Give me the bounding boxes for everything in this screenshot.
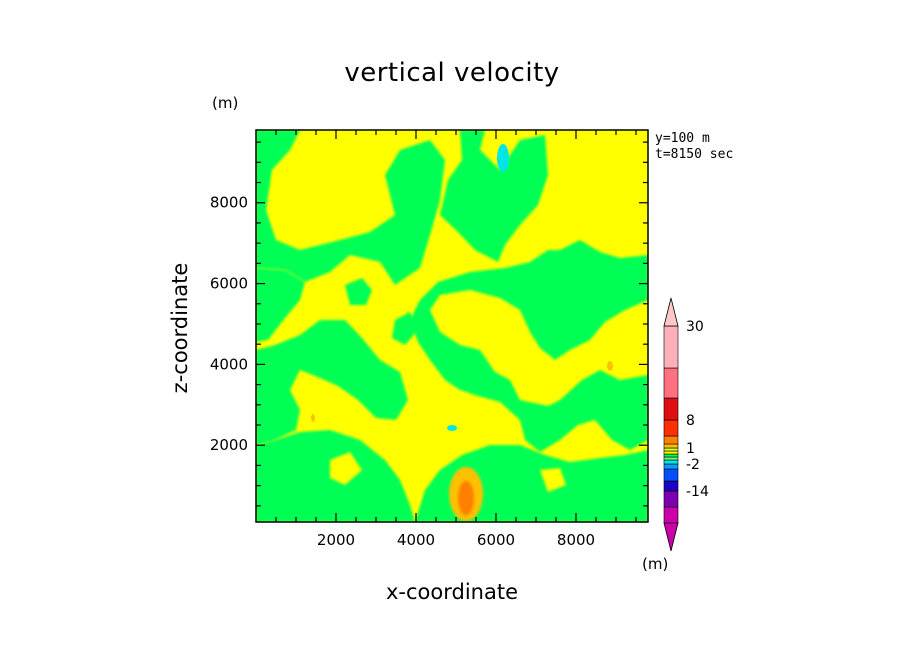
orange-speck-left	[311, 414, 315, 422]
colorbar-label: 1	[686, 441, 695, 457]
orange-speck-right	[607, 361, 613, 371]
colorbar-band	[663, 453, 679, 458]
colorbar-extend-low	[663, 522, 679, 552]
colorbar-band	[663, 506, 679, 524]
colorbar-band	[663, 397, 679, 421]
y-tick-label: 2000	[210, 436, 248, 454]
downdraft-region-4	[410, 240, 648, 452]
colorbar-band	[663, 459, 679, 465]
x-tick-label: 6000	[477, 531, 515, 549]
y-unit-label: (m)	[212, 94, 239, 112]
colorbar-band	[663, 325, 679, 369]
colorbar-band	[663, 450, 679, 455]
colorbar-band	[663, 443, 679, 449]
updraft-island-3	[600, 325, 622, 355]
axis-ticks: 2000 4000 6000 8000 2000 4000 6000 8000	[210, 130, 648, 549]
y-tick-label: 8000	[210, 194, 248, 212]
downdraft-region-2	[256, 268, 305, 342]
chart-title: vertical velocity	[344, 58, 560, 88]
colorbar-label: -14	[686, 484, 709, 500]
colorbar-label: -2	[686, 457, 700, 473]
colorbar-band	[663, 480, 679, 492]
downdraft-region-1	[256, 130, 445, 285]
colorbar-band	[663, 468, 679, 482]
colorbar-band	[663, 456, 679, 461]
x-tick-label: 2000	[317, 531, 355, 549]
colorbar-band	[663, 367, 679, 399]
y-tick-label: 6000	[210, 275, 248, 293]
downdraft-region-8	[345, 278, 372, 305]
downdraft-region-9	[392, 312, 418, 345]
y-tick-label: 4000	[210, 355, 248, 373]
updraft-island-5	[540, 468, 566, 492]
updraft-island-4	[330, 452, 362, 485]
colorbar-label: 8	[686, 413, 695, 429]
colorbar-band	[663, 435, 679, 445]
colorbar-band	[663, 490, 679, 508]
colorbar-band	[663, 419, 679, 437]
info-line-y: y=100 m	[655, 131, 710, 146]
updraft-island-1	[300, 172, 335, 210]
colorbar-band	[663, 463, 679, 470]
downdraft-region-5	[256, 320, 408, 445]
info-annotation: y=100 m t=8150 sec	[655, 131, 733, 163]
cyan-spot-mid	[447, 425, 457, 431]
downdraft-region-10	[560, 290, 590, 322]
colorbar-label: 30	[686, 319, 704, 335]
info-line-t: t=8150 sec	[655, 147, 734, 162]
plot-frame	[255, 129, 649, 523]
updraft-island-2	[468, 300, 500, 330]
x-tick-label: 4000	[397, 531, 435, 549]
x-tick-label: 8000	[557, 531, 595, 549]
colorbar-band	[663, 447, 679, 452]
updraft-core-inner	[458, 481, 474, 515]
cyan-spot-top	[497, 144, 509, 172]
colorbar: 30 8 1-2 -14	[663, 297, 709, 552]
x-unit-label: (m)	[642, 555, 669, 573]
x-axis-label: x-coordinate	[385, 580, 518, 604]
colorbar-extend-high	[663, 297, 679, 327]
downdraft-region-3	[440, 130, 548, 262]
contour-field	[256, 130, 648, 522]
